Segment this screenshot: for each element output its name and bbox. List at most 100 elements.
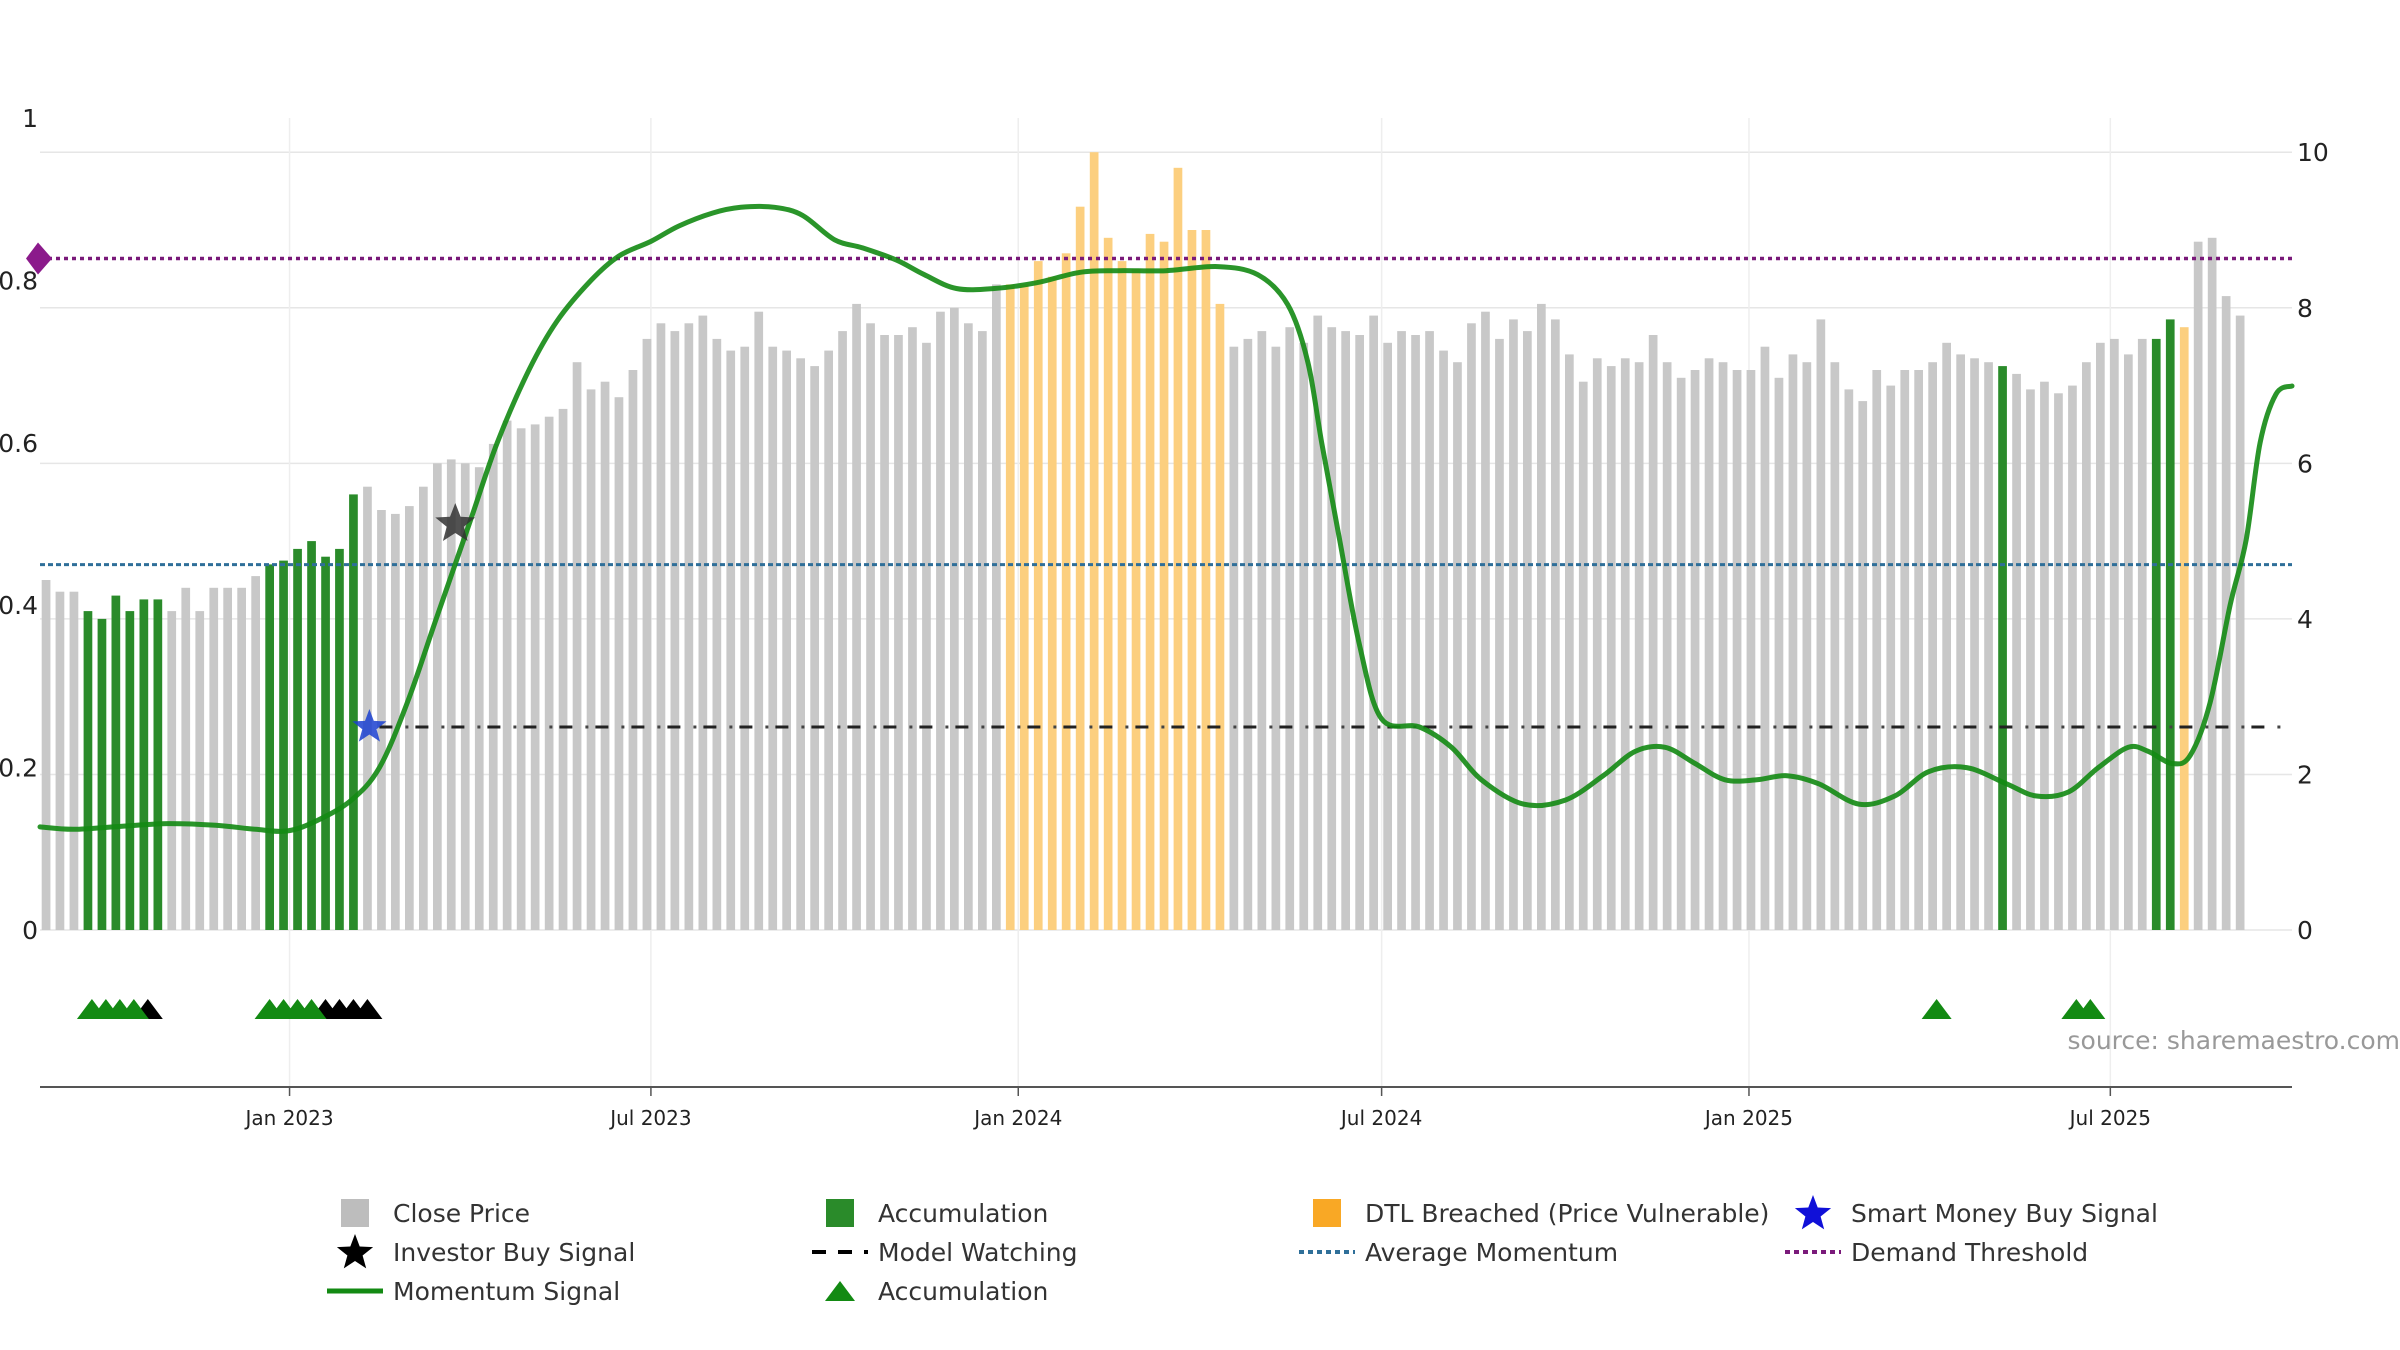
accumulation-bar — [335, 548, 344, 930]
close-price-bar — [1606, 366, 1616, 931]
close-price-bar — [656, 323, 666, 930]
legend-item: Accumulation — [810, 1196, 1048, 1230]
dtl-breached-bar — [1215, 303, 1225, 930]
close-price-bar — [1341, 331, 1350, 931]
x-tick-label: Jan 2024 — [972, 1106, 1062, 1130]
legend-item: Investor Buy Signal — [325, 1234, 636, 1269]
accumulation-bar — [307, 541, 316, 930]
y-right-tick-label: 8 — [2297, 294, 2313, 323]
black-signal-triangle — [352, 999, 383, 1019]
close-price-bar — [1872, 370, 1882, 930]
close-price-bar — [628, 370, 638, 930]
close-price-bar — [1858, 401, 1868, 931]
close-price-bar — [1802, 362, 1812, 930]
close-price-bar — [1411, 335, 1420, 930]
dtl-breached-bar — [1019, 284, 1029, 930]
close-price-bar — [405, 506, 414, 930]
reference-lines — [26, 242, 2292, 729]
demand-threshold-marker — [26, 242, 52, 275]
close-price-bar — [2137, 338, 2147, 930]
close-price-bar — [600, 381, 610, 930]
close-price-bar — [852, 303, 861, 930]
dtl-breached-bar — [1201, 230, 1211, 930]
legend-item: Smart Money Buy Signal — [1783, 1195, 2158, 1230]
close-price-bar — [1774, 377, 1784, 930]
close-price-bar — [530, 424, 540, 930]
dtl-breached-bar — [1159, 241, 1169, 930]
close-price-bar — [391, 513, 400, 930]
close-price-bar — [1285, 327, 1295, 930]
smart-money-buy-signal-star — [352, 709, 387, 742]
y-left-tick-label: 0.4 — [0, 591, 38, 620]
close-price-bars — [41, 152, 2245, 931]
close-price-bar — [181, 587, 191, 930]
legend-item: DTL Breached (Price Vulnerable) — [1297, 1196, 1769, 1230]
close-price-bar — [1578, 381, 1588, 930]
close-price-bar — [1788, 354, 1798, 930]
close-price-bar — [1942, 342, 1951, 930]
legend-label: Smart Money Buy Signal — [1851, 1198, 2158, 1228]
legend-label: Investor Buy Signal — [393, 1237, 636, 1267]
x-tick-label: Jan 2023 — [244, 1106, 334, 1130]
dtl-breached-bar — [1089, 152, 1099, 930]
legend-label: Accumulation — [878, 1276, 1049, 1306]
close-price-bar — [1634, 362, 1644, 930]
accumulation-triangle — [296, 999, 327, 1019]
close-price-bar — [2082, 362, 2091, 930]
legend-symbol-icon — [325, 1234, 385, 1269]
close-price-bar — [1271, 346, 1281, 930]
dtl-breached-bar — [1117, 261, 1127, 931]
close-price-bar — [1453, 362, 1462, 930]
close-price-bar — [377, 510, 386, 930]
legend-label: DTL Breached (Price Vulnerable) — [1365, 1198, 1770, 1228]
close-price-bar — [866, 323, 875, 930]
close-price-bar — [195, 611, 205, 930]
accumulation-bar — [349, 494, 358, 930]
accumulation-triangle — [2075, 999, 2106, 1019]
y-left-tick-label: 0.8 — [0, 266, 38, 295]
y-left-tick-label: 1 — [22, 104, 38, 133]
close-price-bar — [768, 346, 778, 930]
close-price-bar — [1900, 370, 1910, 930]
accumulation-bar — [279, 560, 288, 930]
y-right-tick-label: 2 — [2297, 760, 2313, 789]
legend-label: Demand Threshold — [1851, 1237, 2089, 1267]
close-price-bar — [1425, 331, 1434, 931]
dtl-breached-bar — [1145, 233, 1155, 930]
y-right-tick-label: 10 — [2297, 138, 2329, 167]
accumulation-triangle — [1921, 999, 1952, 1019]
y-left-tick-label: 0 — [22, 916, 38, 945]
source-note: source: sharemaestro.com — [2068, 1026, 2400, 1055]
close-price-bar — [2193, 241, 2203, 930]
close-price-bar — [782, 350, 791, 931]
close-price-bar — [824, 350, 833, 931]
accumulation-triangle — [118, 999, 149, 1019]
close-price-bar — [1467, 323, 1476, 930]
close-price-bar — [2235, 315, 2245, 931]
legend-symbol-icon — [1783, 1195, 1843, 1230]
close-price-bar — [2124, 354, 2133, 930]
close-price-bar — [474, 467, 484, 930]
close-price-bar — [908, 327, 917, 930]
close-price-bar — [2096, 342, 2105, 930]
close-price-bar — [1397, 331, 1406, 931]
close-price-bar — [167, 611, 177, 930]
accumulation-bar — [1998, 366, 2007, 931]
close-price-bar — [419, 486, 428, 930]
dtl-breached-bar — [1005, 284, 1015, 930]
accumulation-bar — [293, 548, 302, 930]
y-right-tick-label: 6 — [2297, 449, 2313, 478]
investor-buy-signal-star — [435, 503, 476, 541]
axes: Jan 2023 Jul 2023 Jan 2024 Jul 2024 Jan 2025… — [0, 104, 2329, 1130]
close-price-bar — [502, 420, 512, 930]
close-price-bar — [2054, 393, 2063, 930]
dtl-breached-bar — [2179, 327, 2189, 930]
close-price-bar — [446, 459, 456, 930]
close-price-bar — [516, 428, 526, 930]
close-price-bar — [1676, 377, 1686, 930]
close-price-bar — [1523, 331, 1532, 931]
dtl-breached-bar — [1033, 261, 1043, 931]
legend-symbol-icon — [810, 1235, 870, 1269]
y-right-tick-label: 0 — [2297, 916, 2313, 945]
close-price-bar — [1620, 358, 1630, 930]
